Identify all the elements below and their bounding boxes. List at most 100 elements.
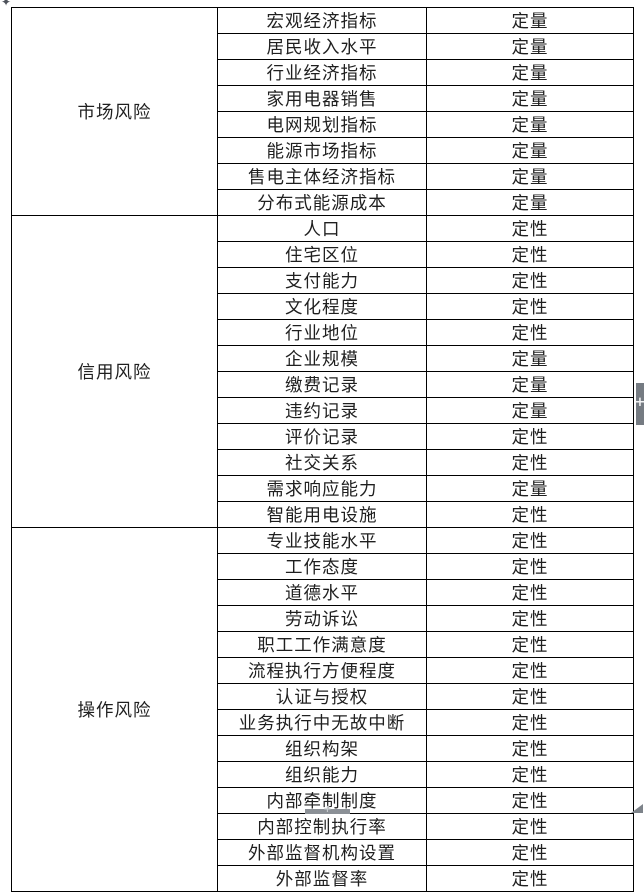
table-row: 需求响应能力 定量: [12, 475, 634, 502]
indicator-type-cell: 定量: [426, 475, 634, 502]
indicator-cell: 居民收入水平: [217, 33, 427, 60]
risk-category-cell: 市场风险: [11, 7, 218, 216]
table-row: 市场风险 宏观经济指标 定量: [11, 7, 634, 216]
indicator-cell: 电网规划指标: [217, 111, 427, 138]
indicator-type-cell: 定性: [426, 319, 634, 346]
indicator-cell: 分布式能源成本: [217, 189, 427, 216]
table-row: 企业规模 定量: [12, 345, 634, 372]
indicator-cell: 宏观经济指标: [217, 7, 427, 34]
table-row: 道德水平 定性: [12, 579, 634, 606]
indicator-cell: 住宅区位: [217, 241, 427, 268]
indicator-type-cell: 定性: [426, 423, 634, 450]
indicator-cell: 工作态度: [217, 553, 427, 580]
indicator-cell: 文化程度: [217, 293, 427, 320]
indicator-cell: 流程执行方便程度: [217, 657, 427, 684]
object-anchor-icon: ✦: [1, 0, 12, 9]
indicator-cell: 劳动诉讼: [217, 605, 427, 632]
indicator-type-cell: 定量: [426, 345, 634, 372]
side-comment-tab[interactable]: +: [635, 383, 644, 425]
indicator-cell: 认证与授权: [217, 683, 427, 710]
indicator-cell: 支付能力: [217, 267, 427, 294]
indicator-type-cell: 定性: [426, 215, 634, 242]
bottom-edge-tab[interactable]: +: [305, 804, 350, 815]
table-row: 居民收入水平 定量: [12, 33, 634, 60]
indicator-type-cell: 定性: [426, 449, 634, 476]
indicator-type-cell: 定性: [426, 761, 634, 788]
indicator-cell: 评价记录: [217, 423, 427, 450]
indicator-type-cell: 定量: [426, 7, 634, 34]
table-row: 认证与授权 定性: [12, 683, 634, 710]
table-row: 售电主体经济指标 定量: [12, 163, 634, 190]
table-row: 职工工作满意度 定性: [12, 631, 634, 658]
indicator-cell: 内部控制执行率: [217, 813, 427, 840]
table-row: 住宅区位 定性: [12, 241, 634, 268]
indicator-type-cell: 定量: [426, 371, 634, 398]
indicator-type-cell: 定量: [426, 163, 634, 190]
indicator-cell: 需求响应能力: [217, 475, 427, 502]
risk-category-cell: 操作风险: [11, 527, 218, 892]
table-row: 信用风险 人口 定性: [11, 215, 634, 528]
table-row: 电网规划指标 定量: [12, 111, 634, 138]
indicator-cell: 职工工作满意度: [217, 631, 427, 658]
indicator-type-cell: 定性: [426, 683, 634, 710]
indicator-cell: 能源市场指标: [217, 137, 427, 164]
risk-indicator-table: 市场风险 宏观经济指标 定量 居民收入水平 定量 行业经济指标 定量 家用电器销售 定量 电网规划…: [11, 7, 634, 892]
risk-category-cell: 信用风险: [11, 215, 218, 528]
indicator-type-cell: 定性: [426, 501, 634, 528]
indicator-cell: 外部监督率: [217, 865, 427, 892]
indicator-cell: 人口: [217, 215, 427, 242]
indicator-type-cell: 定性: [426, 709, 634, 736]
indicator-type-cell: 定性: [426, 657, 634, 684]
indicator-type-cell: 定性: [426, 605, 634, 632]
indicator-type-cell: 定性: [426, 631, 634, 658]
indicator-type-cell: 定性: [426, 865, 634, 892]
table-row: 组织构架 定性: [12, 735, 634, 762]
table-row: 分布式能源成本 定量: [12, 189, 634, 216]
indicator-type-cell: 定性: [426, 735, 634, 762]
indicator-type-cell: 定量: [426, 189, 634, 216]
table-row: 家用电器销售 定量: [12, 85, 634, 112]
indicator-type-cell: 定量: [426, 85, 634, 112]
plus-icon: +: [323, 804, 332, 815]
table-row: 操作风险 专业技能水平 定性: [11, 527, 634, 892]
table-row: 评价记录 定性: [12, 423, 634, 450]
table-row: 社交关系 定性: [12, 449, 634, 476]
indicator-type-cell: 定量: [426, 137, 634, 164]
indicator-type-cell: 定性: [426, 527, 634, 554]
table-row: 行业经济指标 定量: [12, 59, 634, 86]
table-row: 能源市场指标 定量: [12, 137, 634, 164]
indicator-type-cell: 定性: [426, 241, 634, 268]
indicator-cell: 企业规模: [217, 345, 427, 372]
indicator-type-cell: 定性: [426, 839, 634, 866]
indicator-type-cell: 定性: [426, 787, 634, 814]
risk-table-body: 市场风险 宏观经济指标 定量 居民收入水平 定量 行业经济指标 定量 家用电器销售 定量 电网规划…: [11, 7, 634, 892]
indicator-type-cell: 定量: [426, 59, 634, 86]
indicator-cell: 组织构架: [217, 735, 427, 762]
indicator-cell: 专业技能水平: [217, 527, 427, 554]
indicator-cell: 外部监督机构设置: [217, 839, 427, 866]
indicator-cell: 行业地位: [217, 319, 427, 346]
indicator-cell: 智能用电设施: [217, 501, 427, 528]
table-row: 缴费记录 定量: [12, 371, 634, 398]
indicator-type-cell: 定性: [426, 813, 634, 840]
indicator-cell: 行业经济指标: [217, 59, 427, 86]
indicator-type-cell: 定量: [426, 111, 634, 138]
resize-corner-icon[interactable]: [631, 804, 643, 813]
indicator-cell: 社交关系: [217, 449, 427, 476]
table-row: 支付能力 定性: [12, 267, 634, 294]
indicator-cell: 违约记录: [217, 397, 427, 424]
indicator-cell: 家用电器销售: [217, 85, 427, 112]
indicator-type-cell: 定性: [426, 293, 634, 320]
table-row: 违约记录 定量: [12, 397, 634, 424]
indicator-type-cell: 定量: [426, 33, 634, 60]
indicator-type-cell: 定性: [426, 267, 634, 294]
indicator-cell: 组织能力: [217, 761, 427, 788]
indicator-type-cell: 定性: [426, 579, 634, 606]
indicator-type-cell: 定性: [426, 553, 634, 580]
indicator-cell: 缴费记录: [217, 371, 427, 398]
indicator-cell: 业务执行中无故中断: [217, 709, 427, 736]
indicator-cell: 道德水平: [217, 579, 427, 606]
indicator-type-cell: 定量: [426, 397, 634, 424]
table-row: 流程执行方便程度 定性: [12, 657, 634, 684]
